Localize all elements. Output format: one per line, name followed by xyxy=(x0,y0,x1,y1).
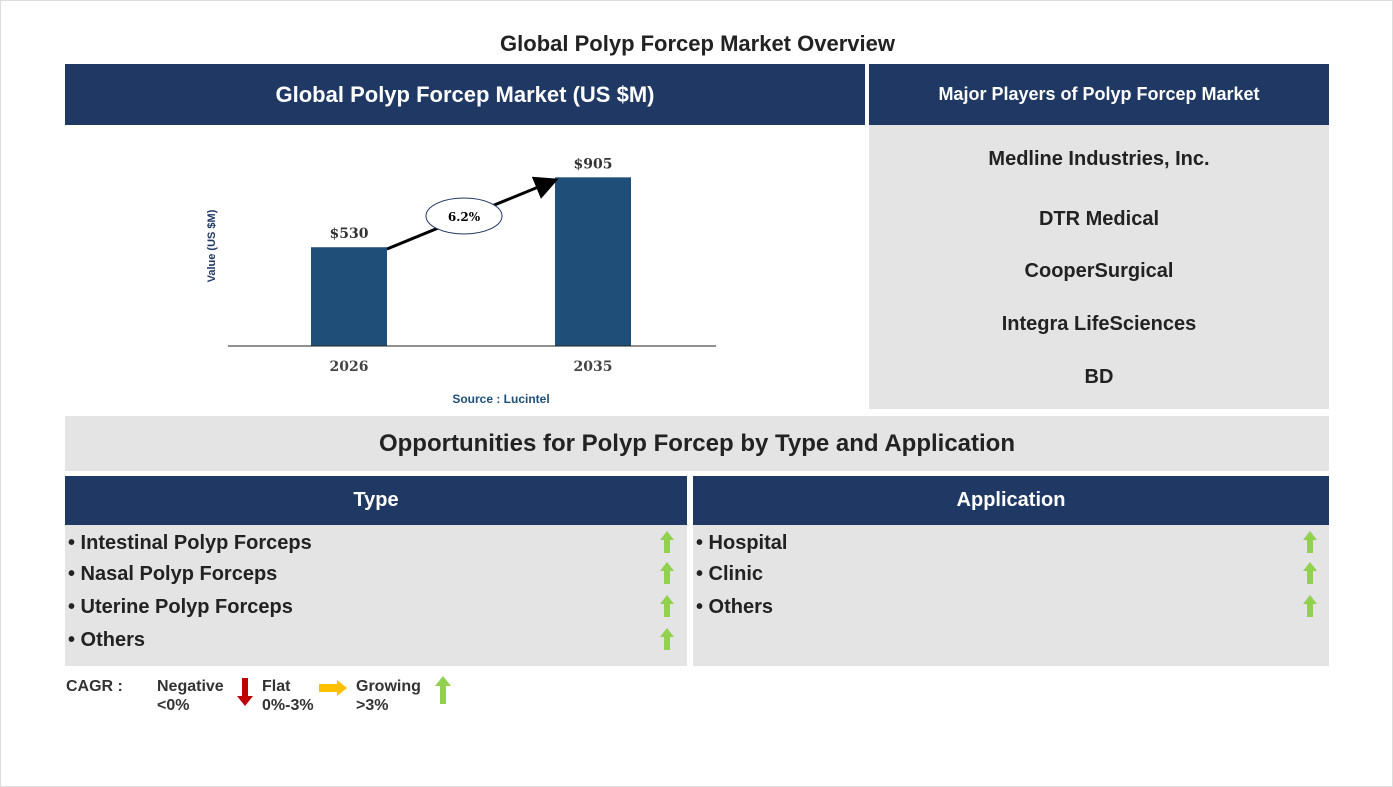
arrow-up-green-icon xyxy=(660,595,674,617)
arrow-down-red-icon xyxy=(237,678,253,706)
application-header: Application xyxy=(693,476,1329,525)
source-label: Source : Lucintel xyxy=(452,392,549,406)
x-tick-label: 2026 xyxy=(330,359,369,375)
legend-label: CAGR : xyxy=(66,678,123,695)
data-label: $905 xyxy=(574,156,613,172)
x-tick-label: 2035 xyxy=(574,359,613,375)
cagr-label: 6.2% xyxy=(448,210,481,224)
player-name: Medline Industries, Inc. xyxy=(988,148,1210,170)
arrow-up-green-icon xyxy=(1303,595,1317,617)
type-item: • Uterine Polyp Forceps xyxy=(68,596,293,618)
y-axis-label: Value (US $M) xyxy=(206,209,218,282)
arrow-right-yellow-icon xyxy=(319,680,347,696)
cagr-bubble xyxy=(425,197,503,235)
player-name: DTR Medical xyxy=(1038,208,1160,230)
player-name: Integra LifeSciences xyxy=(1001,313,1197,335)
type-panel xyxy=(65,525,687,666)
player-name: CooperSurgical xyxy=(1024,260,1174,282)
type-header: Type xyxy=(65,476,687,525)
legend-flat-range: 0%-3% xyxy=(262,697,314,714)
type-item: • Nasal Polyp Forceps xyxy=(68,563,278,585)
bar-2026 xyxy=(311,247,387,346)
market-chart: Value (US $M) $530 2026 $905 2035 6.2% Sour… xyxy=(206,156,716,406)
legend-flat: Flat xyxy=(262,678,291,695)
application-item: • Hospital xyxy=(696,532,788,554)
type-item: • Intestinal Polyp Forceps xyxy=(68,532,312,554)
legend-growing: Growing xyxy=(356,678,421,695)
application-item: • Others xyxy=(696,596,774,618)
player-name: BD xyxy=(1084,366,1114,388)
opportunities-header: Opportunities for Polyp Forcep by Type a… xyxy=(65,416,1329,471)
legend-negative-range: <0% xyxy=(157,697,190,714)
players-header: Major Players of Polyp Forcep Market xyxy=(869,64,1329,125)
arrow-up-green-icon xyxy=(1303,562,1317,584)
page-title: Global Polyp Forcep Market Overview xyxy=(500,31,895,56)
players-panel xyxy=(869,125,1329,409)
arrow-up-green-icon xyxy=(660,562,674,584)
data-label: $530 xyxy=(330,226,369,242)
arrow-up-green-icon xyxy=(1303,531,1317,553)
arrow-up-green-icon xyxy=(435,676,451,704)
arrow-up-green-icon xyxy=(660,628,674,650)
arrow-up-green-icon xyxy=(660,531,674,553)
legend-growing-range: >3% xyxy=(356,697,389,714)
bar-2035 xyxy=(555,177,631,346)
type-item: • Others xyxy=(68,629,146,651)
market-header: Global Polyp Forcep Market (US $M) xyxy=(65,64,865,125)
legend-negative: Negative xyxy=(157,678,224,695)
application-panel xyxy=(693,525,1329,666)
application-item: • Clinic xyxy=(696,563,764,585)
